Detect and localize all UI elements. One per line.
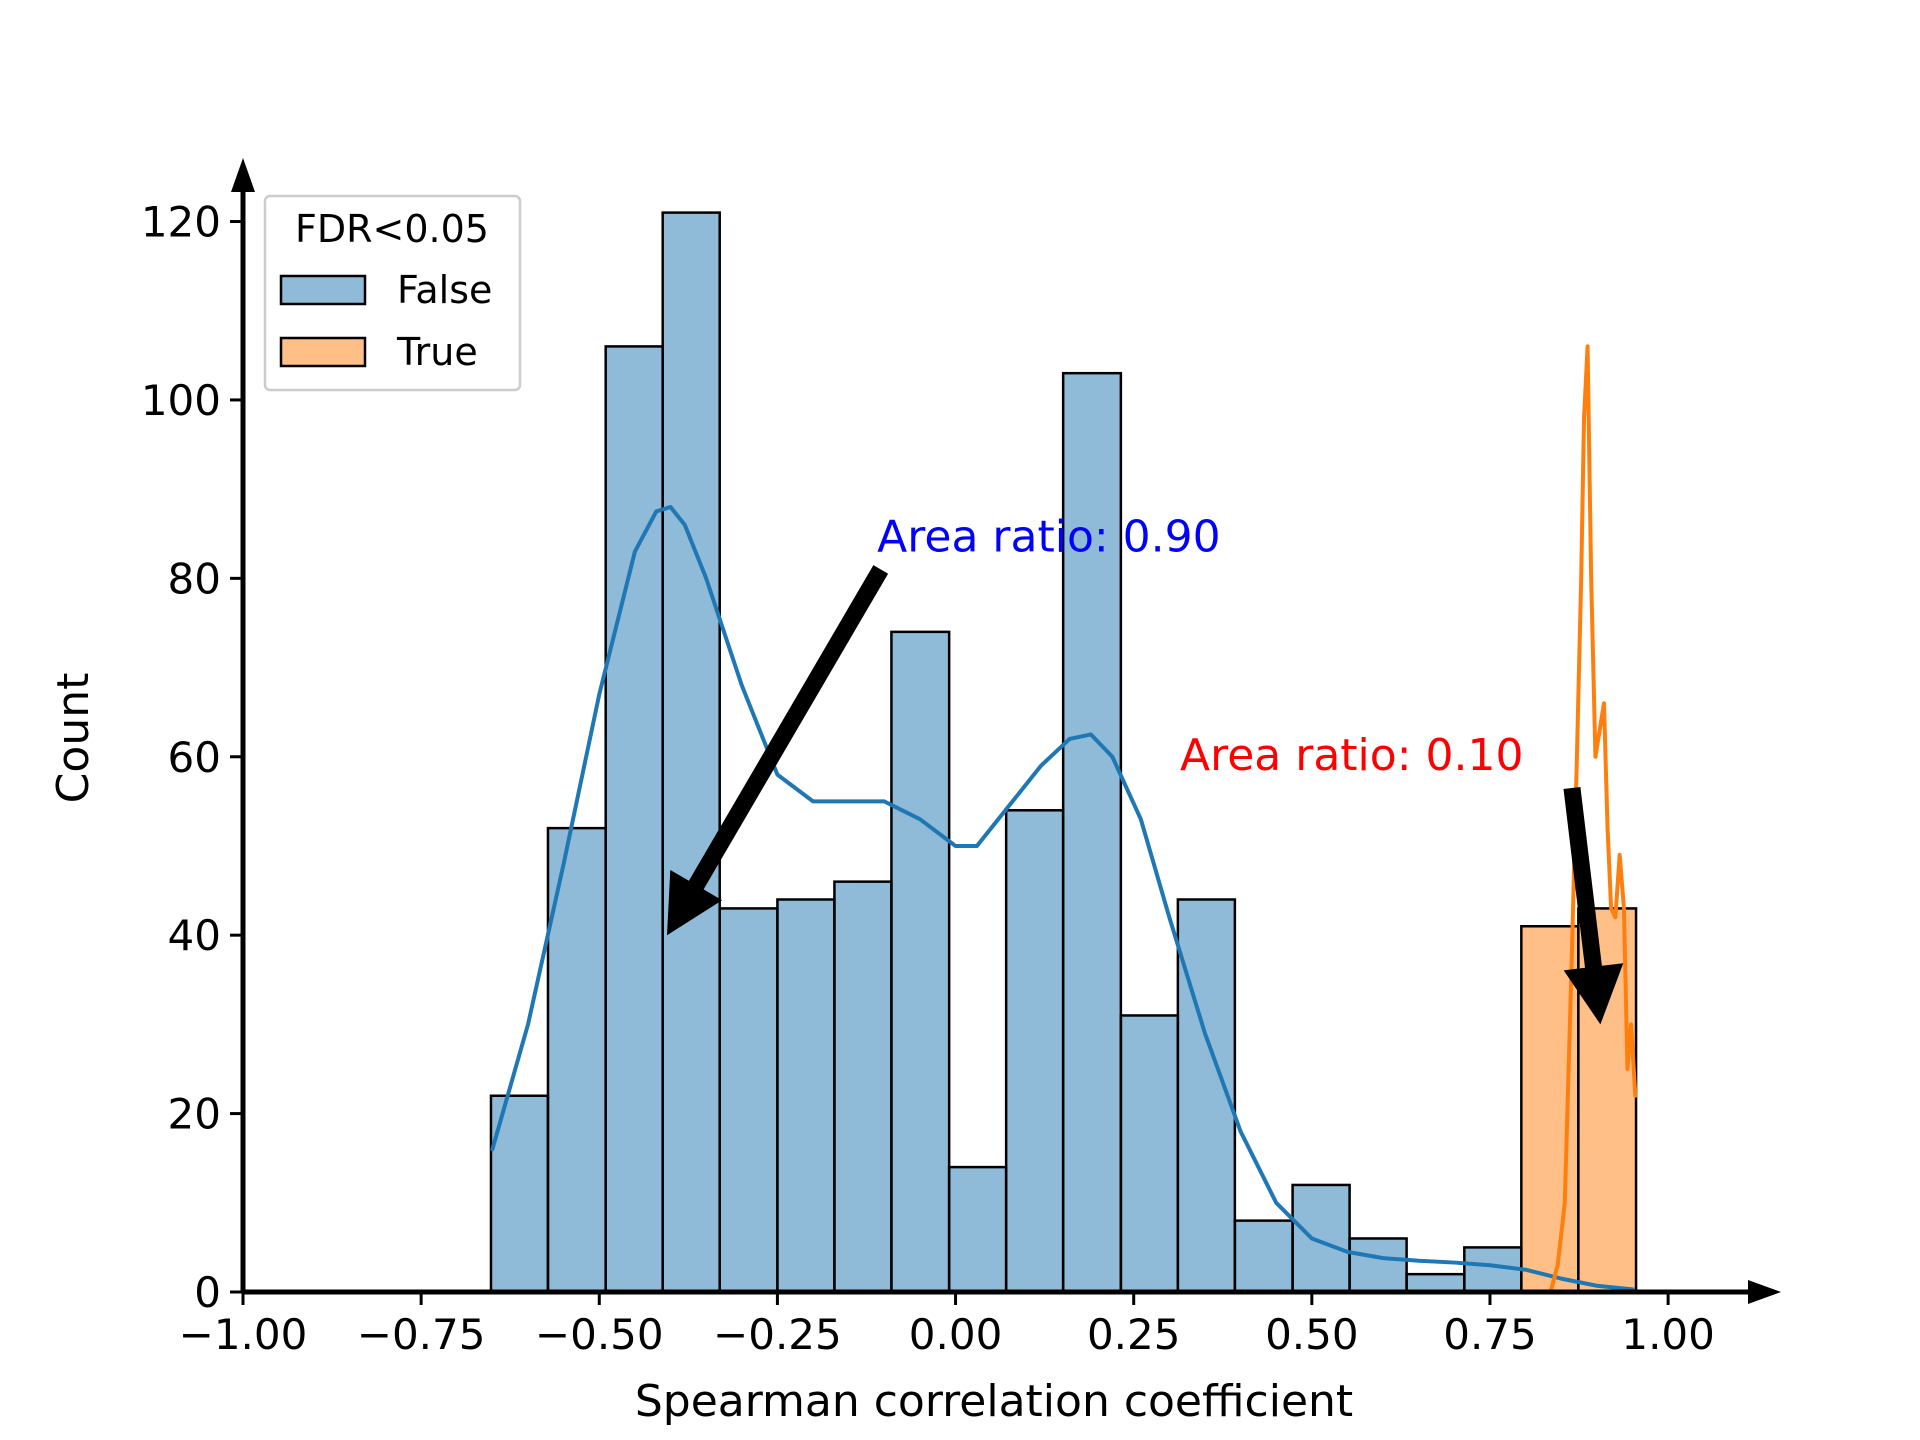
annotation-arrow-0: [667, 565, 889, 936]
y-tick-label-6: 120: [141, 198, 221, 247]
x-tick-label-4: 0.00: [909, 1310, 1003, 1359]
kde-curves: [490, 344, 1638, 1294]
bar-false-12: [1176, 898, 1237, 1294]
annotation-text-1: Area ratio: 0.10: [1180, 730, 1523, 781]
y-tick-label-4: 80: [168, 554, 221, 603]
x-tick-label-1: −0.75: [357, 1310, 486, 1359]
bar-false-11: [1119, 1014, 1180, 1294]
bar-false-4: [718, 907, 779, 1294]
legend-label-true: True: [396, 330, 478, 374]
annotation-text-0: Area ratio: 0.90: [877, 512, 1220, 563]
bar-false-15: [1348, 1237, 1408, 1294]
bar-false-3: [661, 211, 721, 1294]
x-axis-label: Spearman correlation coefficient: [635, 1376, 1353, 1427]
y-axis-arrowhead: [231, 158, 255, 192]
legend: FDR<0.05 False True: [263, 194, 522, 392]
bar-false-0: [489, 1094, 550, 1294]
x-tick-label-7: 0.75: [1443, 1310, 1537, 1359]
x-tick-label-2: −0.50: [535, 1310, 664, 1359]
axes: −1.00 −0.75 −0.50 −0.25 0.00 0.25 0.50 0.75 1.00…: [141, 158, 1781, 1359]
bar-false-8: [947, 1165, 1008, 1294]
series-false-bars: [489, 211, 1523, 1294]
x-tick-label-5: 0.25: [1087, 1310, 1181, 1359]
x-tick-label-8: 1.00: [1621, 1310, 1715, 1359]
bar-false-6: [833, 880, 893, 1294]
y-axis-label: Count: [48, 673, 99, 804]
y-tick-label-2: 40: [168, 911, 221, 960]
bar-false-7: [890, 630, 951, 1294]
y-tick-label-3: 60: [168, 733, 221, 782]
legend-label-false: False: [397, 268, 492, 312]
x-tick-label-6: 0.50: [1265, 1310, 1359, 1359]
x-tick-label-3: −0.25: [713, 1310, 842, 1359]
x-tick-label-0: −1.00: [179, 1310, 308, 1359]
y-tick-label-1: 20: [168, 1090, 221, 1139]
bar-false-16: [1405, 1272, 1466, 1294]
bar-false-9: [1004, 809, 1065, 1294]
kde-false: [490, 504, 1635, 1292]
y-tick-label-0: 0: [194, 1268, 221, 1317]
bar-false-13: [1233, 1219, 1294, 1294]
bar-false-1: [546, 826, 607, 1294]
bar-false-2: [604, 345, 664, 1294]
x-axis-arrowhead: [1748, 1280, 1781, 1304]
legend-swatch-false: [279, 274, 367, 306]
annotations: Area ratio: 0.90 Area ratio: 0.10: [667, 512, 1624, 1025]
annotation-arrow-1: [1563, 787, 1624, 1025]
legend-title: FDR<0.05: [295, 207, 489, 251]
y-tick-label-5: 100: [141, 376, 221, 425]
bar-false-14: [1291, 1183, 1351, 1294]
bar-false-5: [776, 898, 836, 1294]
legend-swatch-true: [279, 336, 367, 368]
kde-true: [1548, 344, 1638, 1294]
